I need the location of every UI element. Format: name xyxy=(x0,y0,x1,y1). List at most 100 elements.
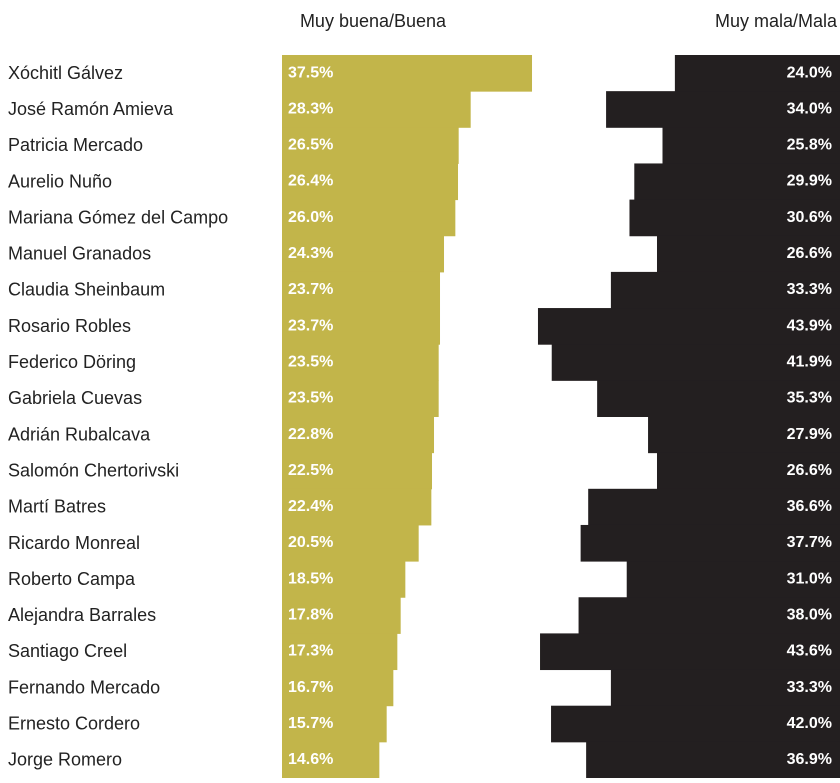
value-label: 34.0% xyxy=(787,100,832,117)
value-label: 30.6% xyxy=(787,209,832,226)
bar xyxy=(282,127,459,164)
value-label: 26.4% xyxy=(288,173,333,190)
bar xyxy=(282,380,439,417)
category-label: Santiago Creel xyxy=(8,641,127,661)
category-label: Alejandra Barrales xyxy=(8,605,156,625)
value-label: 43.9% xyxy=(787,317,832,334)
value-label: 36.6% xyxy=(787,498,832,515)
value-label: 22.5% xyxy=(288,462,333,479)
bar xyxy=(282,235,445,273)
bar xyxy=(282,308,441,345)
value-label: 36.9% xyxy=(787,751,832,768)
bar xyxy=(540,633,840,671)
bar xyxy=(597,380,840,417)
value-label: 22.8% xyxy=(288,426,333,443)
value-label: 26.5% xyxy=(288,137,333,154)
value-label: 23.7% xyxy=(288,281,333,298)
category-label: Patricia Mercado xyxy=(8,135,143,155)
value-label: 26.0% xyxy=(288,209,333,226)
value-label: 20.5% xyxy=(288,534,333,551)
value-label: 18.5% xyxy=(288,570,333,587)
category-label: Roberto Campa xyxy=(8,569,136,589)
bar xyxy=(656,452,840,490)
value-label: 43.6% xyxy=(787,643,832,660)
bar xyxy=(282,91,471,128)
bar xyxy=(282,271,441,309)
value-label: 14.6% xyxy=(288,751,333,768)
bar xyxy=(282,597,401,634)
value-label: 38.0% xyxy=(787,607,832,624)
bar xyxy=(656,235,840,273)
bar xyxy=(580,524,840,562)
bar xyxy=(610,669,840,707)
value-label: 25.8% xyxy=(787,137,832,154)
value-label: 35.3% xyxy=(787,390,832,407)
category-label: Ricardo Monreal xyxy=(8,533,140,553)
category-label: Aurelio Nuño xyxy=(8,171,112,191)
category-label: Martí Batres xyxy=(8,497,106,517)
bar xyxy=(282,452,433,490)
category-label: Manuel Granados xyxy=(8,244,151,264)
value-label: 16.7% xyxy=(288,679,333,696)
bar xyxy=(588,488,840,526)
bar xyxy=(282,524,419,562)
bar xyxy=(282,633,398,671)
bar xyxy=(282,55,533,92)
value-label: 27.9% xyxy=(787,426,832,443)
bar xyxy=(648,416,840,454)
value-label: 22.4% xyxy=(288,498,333,515)
value-label: 17.3% xyxy=(288,643,333,660)
series-header: Muy mala/Mala xyxy=(715,11,838,31)
value-label: 23.5% xyxy=(288,353,333,370)
bar xyxy=(551,344,840,381)
value-label: 24.3% xyxy=(288,245,333,262)
value-label: 28.3% xyxy=(288,100,333,117)
value-label: 15.7% xyxy=(288,715,333,732)
category-label: Claudia Sheinbaum xyxy=(8,280,165,300)
bar xyxy=(662,127,840,164)
category-label: Rosario Robles xyxy=(8,316,131,336)
category-label: Xóchitl Gálvez xyxy=(8,63,123,83)
bar xyxy=(537,308,840,345)
bar xyxy=(282,416,435,454)
bar xyxy=(282,344,439,381)
series-header: Muy buena/Buena xyxy=(300,11,447,31)
bar xyxy=(674,55,840,92)
value-label: 24.0% xyxy=(787,64,832,81)
category-label: Gabriela Cuevas xyxy=(8,388,142,408)
bar xyxy=(282,488,432,526)
value-label: 42.0% xyxy=(787,715,832,732)
bar xyxy=(282,199,456,237)
value-label: 29.9% xyxy=(787,173,832,190)
category-label: Jorge Romero xyxy=(8,750,122,770)
category-label: Fernando Mercado xyxy=(8,677,160,697)
value-label: 31.0% xyxy=(787,570,832,587)
category-label: Mariana Gómez del Campo xyxy=(8,207,228,227)
value-label: 23.7% xyxy=(288,317,333,334)
bar xyxy=(282,705,387,743)
category-label: Federico Döring xyxy=(8,352,136,372)
value-label: 37.7% xyxy=(787,534,832,551)
value-label: 26.6% xyxy=(787,245,832,262)
category-label: Salomón Chertorivski xyxy=(8,460,179,480)
bar xyxy=(626,561,840,598)
bar xyxy=(282,669,394,707)
value-label: 23.5% xyxy=(288,390,333,407)
bar xyxy=(606,91,840,128)
value-label: 41.9% xyxy=(787,353,832,370)
bar xyxy=(578,597,840,634)
value-label: 17.8% xyxy=(288,607,333,624)
category-label: Adrián Rubalcava xyxy=(8,424,151,444)
category-label: Ernesto Cordero xyxy=(8,714,140,734)
bar xyxy=(634,163,840,201)
bar xyxy=(282,163,459,201)
value-label: 33.3% xyxy=(787,281,832,298)
bar xyxy=(586,741,840,779)
bar xyxy=(551,705,840,743)
value-label: 33.3% xyxy=(787,679,832,696)
bar xyxy=(610,271,840,309)
category-label: José Ramón Amieva xyxy=(8,99,174,119)
value-label: 26.6% xyxy=(787,462,832,479)
bar xyxy=(282,741,380,779)
